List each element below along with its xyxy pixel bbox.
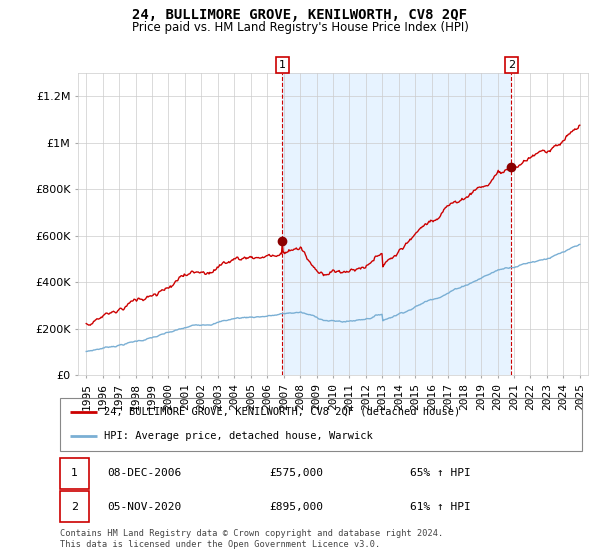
Text: 2: 2 bbox=[71, 502, 78, 512]
Text: 65% ↑ HPI: 65% ↑ HPI bbox=[410, 468, 470, 478]
Text: 2: 2 bbox=[508, 60, 515, 70]
Text: 61% ↑ HPI: 61% ↑ HPI bbox=[410, 502, 470, 512]
Bar bbox=[60, 492, 89, 522]
Text: HPI: Average price, detached house, Warwick: HPI: Average price, detached house, Warw… bbox=[104, 431, 373, 441]
Text: Price paid vs. HM Land Registry's House Price Index (HPI): Price paid vs. HM Land Registry's House … bbox=[131, 21, 469, 34]
Text: 08-DEC-2006: 08-DEC-2006 bbox=[107, 468, 181, 478]
Text: 05-NOV-2020: 05-NOV-2020 bbox=[107, 502, 181, 512]
Text: £575,000: £575,000 bbox=[269, 468, 323, 478]
Text: 24, BULLIMORE GROVE, KENILWORTH, CV8 2QF: 24, BULLIMORE GROVE, KENILWORTH, CV8 2QF bbox=[133, 8, 467, 22]
Text: 1: 1 bbox=[279, 60, 286, 70]
Text: 1: 1 bbox=[71, 468, 78, 478]
Text: 24, BULLIMORE GROVE, KENILWORTH, CV8 2QF (detached house): 24, BULLIMORE GROVE, KENILWORTH, CV8 2QF… bbox=[104, 407, 461, 417]
Bar bbox=[283, 73, 511, 375]
Bar bbox=[60, 458, 89, 488]
Text: Contains HM Land Registry data © Crown copyright and database right 2024.
This d: Contains HM Land Registry data © Crown c… bbox=[60, 529, 443, 549]
Text: £895,000: £895,000 bbox=[269, 502, 323, 512]
